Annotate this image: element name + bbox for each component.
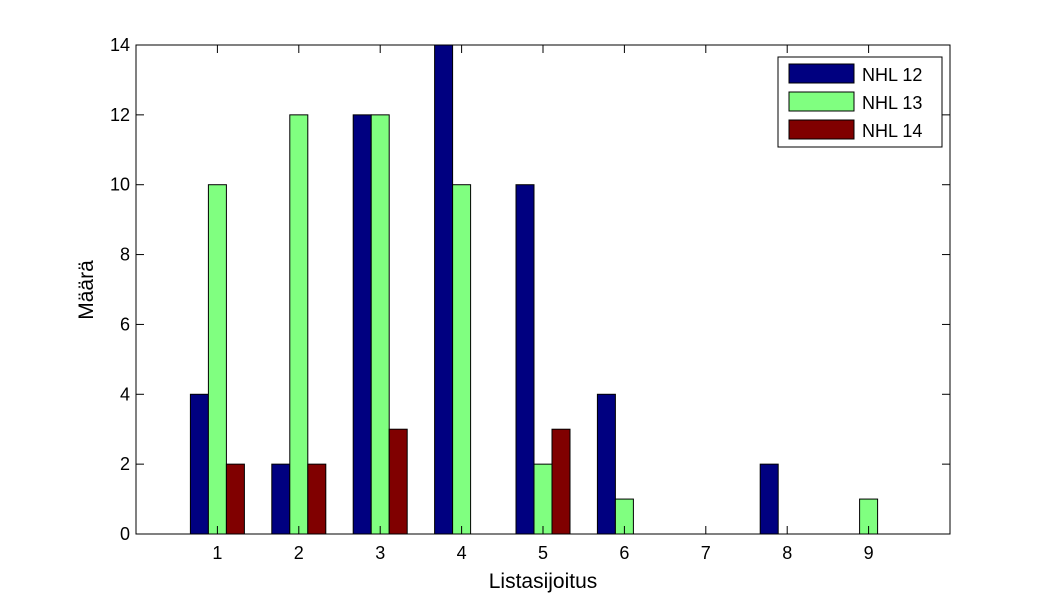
bar (370, 114, 390, 535)
bar (271, 463, 291, 535)
legend-label: NHL 12 (862, 65, 922, 85)
x-tick-label: 3 (375, 543, 385, 563)
y-tick-label: 14 (110, 35, 130, 55)
bar (452, 184, 472, 535)
legend: NHL 12 NHL 13 NHL 14 (777, 56, 943, 148)
y-tick-label: 10 (110, 175, 130, 195)
x-tick-label: 5 (538, 543, 548, 563)
bar (289, 114, 309, 535)
bars-layer (189, 44, 879, 535)
bar (515, 184, 535, 535)
legend-swatch (788, 119, 855, 140)
y-tick-label: 8 (120, 245, 130, 265)
x-tick-label: 1 (212, 543, 222, 563)
x-tick-label: 2 (294, 543, 304, 563)
y-tick-label: 2 (120, 454, 130, 474)
bar (551, 428, 571, 535)
x-axis: 1 2 3 4 5 6 7 8 9 (212, 45, 874, 563)
bar (759, 463, 779, 535)
bar (207, 184, 227, 535)
bar (388, 428, 408, 535)
y-tick-label: 12 (110, 105, 130, 125)
x-tick-label: 8 (782, 543, 792, 563)
bar (189, 393, 209, 535)
x-tick-label: 6 (619, 543, 629, 563)
legend-swatch (788, 91, 855, 112)
x-tick-label: 7 (701, 543, 711, 563)
bar (596, 393, 616, 535)
legend-label: NHL 14 (862, 121, 922, 141)
legend-swatch (788, 63, 855, 84)
x-tick-label: 4 (457, 543, 467, 563)
y-axis-label: Määrä (75, 260, 98, 320)
y-tick-label: 6 (120, 314, 130, 334)
bar (307, 463, 327, 535)
bar (225, 463, 245, 535)
bar (533, 463, 553, 535)
x-axis-label: Listasijoitus (489, 570, 598, 593)
legend-label: NHL 13 (862, 93, 922, 113)
y-axis: 0 2 4 6 8 10 12 14 (110, 35, 950, 544)
y-tick-label: 4 (120, 384, 130, 404)
y-tick-label: 0 (120, 524, 130, 544)
x-tick-label: 9 (864, 543, 874, 563)
bar (352, 114, 372, 535)
bar (434, 44, 454, 535)
